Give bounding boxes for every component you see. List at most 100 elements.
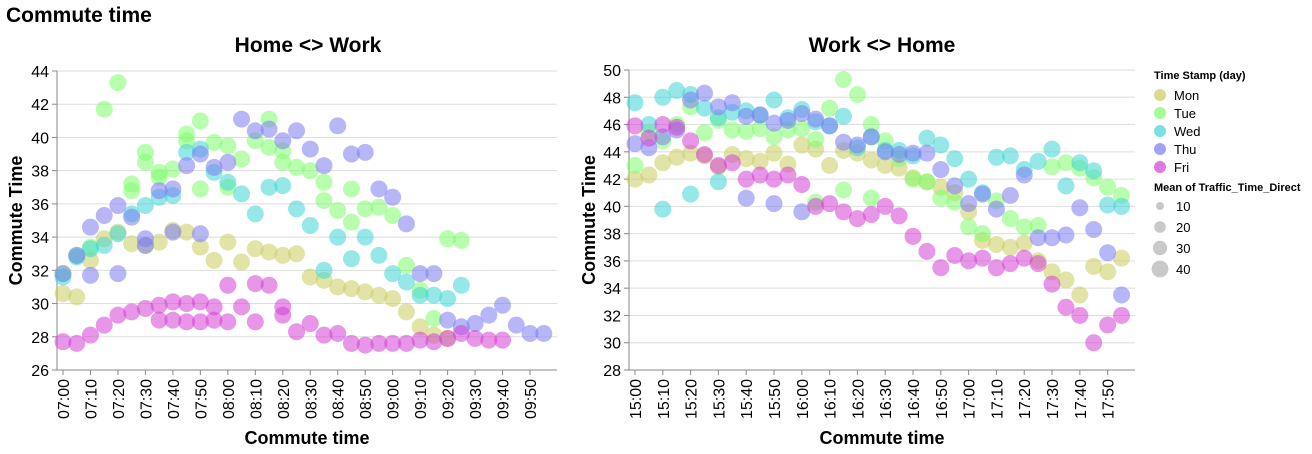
- y-tick-label: 46: [603, 118, 621, 135]
- data-point-fri: [164, 293, 182, 311]
- data-point-fri: [301, 314, 319, 332]
- data-point-thu: [793, 203, 811, 221]
- y-tick-label: 44: [31, 64, 49, 81]
- data-point-thu: [696, 84, 714, 102]
- data-point-tue: [807, 131, 825, 149]
- data-point-thu: [425, 265, 443, 283]
- data-point-wed: [1057, 177, 1075, 195]
- data-point-wed: [835, 107, 853, 125]
- data-point-mon: [150, 233, 168, 251]
- data-point-fri: [260, 276, 278, 294]
- y-tick-label: 40: [603, 199, 621, 216]
- data-point-tue: [425, 310, 443, 328]
- data-point-thu: [397, 215, 415, 233]
- data-point-tue: [723, 121, 741, 139]
- data-point-tue: [356, 200, 374, 218]
- legend-label-mon: Mon: [1174, 88, 1199, 103]
- data-point-tue: [1015, 218, 1033, 236]
- data-point-tue: [793, 120, 811, 138]
- data-point-thu: [960, 195, 978, 213]
- data-point-thu: [466, 314, 484, 332]
- data-point-tue: [370, 198, 388, 216]
- data-point-wed: [1071, 154, 1089, 172]
- data-point-mon: [1015, 234, 1033, 252]
- data-point-fri: [779, 166, 797, 184]
- y-tick-label: 32: [31, 263, 49, 280]
- data-point-mon: [205, 251, 223, 269]
- data-point-tue: [960, 218, 978, 236]
- data-point-wed: [1043, 140, 1061, 158]
- data-point-fri: [1085, 334, 1103, 352]
- data-point-thu: [480, 306, 498, 324]
- data-point-mon: [1043, 263, 1061, 281]
- data-point-fri: [136, 300, 154, 318]
- data-point-wed: [411, 286, 429, 304]
- data-point-tue: [835, 71, 853, 89]
- data-point-thu: [751, 106, 769, 124]
- data-point-thu: [1057, 226, 1075, 244]
- legend-swatch-wed: [1154, 125, 1166, 137]
- data-point-mon: [1071, 286, 1089, 304]
- data-point-wed: [95, 236, 113, 254]
- data-point-mon: [751, 152, 769, 170]
- data-point-thu: [164, 180, 182, 198]
- data-point-mon: [862, 151, 880, 169]
- data-point-tue: [233, 150, 251, 168]
- data-point-fri: [987, 259, 1005, 277]
- data-point-tue: [835, 181, 853, 199]
- x-tick-label: 15:50: [767, 379, 784, 419]
- data-point-thu: [1043, 229, 1061, 247]
- data-point-thu: [439, 311, 457, 329]
- data-point-thu: [723, 94, 741, 112]
- x-tick-label: 17:10: [989, 379, 1006, 419]
- data-point-tue: [821, 99, 839, 117]
- data-point-fri: [737, 170, 755, 188]
- data-point-mon: [1113, 249, 1131, 267]
- legend-swatch-fri: [1154, 161, 1166, 173]
- x-tick-label: 07:50: [193, 379, 210, 419]
- data-point-fri: [974, 249, 992, 267]
- legend-size-swatch: [1154, 221, 1166, 233]
- data-point-mon: [411, 318, 429, 336]
- data-point-mon: [821, 156, 839, 174]
- y-axis-title: Commute Time: [6, 156, 26, 286]
- y-tick-label: 38: [603, 227, 621, 244]
- data-point-thu: [68, 246, 86, 264]
- data-point-thu: [411, 265, 429, 283]
- data-point-fri: [918, 242, 936, 260]
- data-point-fri: [793, 176, 811, 194]
- data-point-wed: [425, 286, 443, 304]
- data-point-fri: [356, 336, 374, 354]
- x-axis-title: Commute time: [819, 428, 944, 448]
- data-point-fri: [246, 313, 264, 331]
- data-point-mon: [356, 283, 374, 301]
- data-point-fri: [946, 246, 964, 264]
- data-point-mon: [1099, 263, 1117, 281]
- legend-size-title: Mean of Traffic_Time_Direct: [1154, 182, 1301, 194]
- legend-label-wed: Wed: [1174, 124, 1201, 139]
- data-point-fri: [480, 331, 498, 349]
- data-point-fri: [1029, 255, 1047, 273]
- data-point-wed: [654, 200, 672, 218]
- data-point-fri: [1015, 249, 1033, 267]
- x-tick-label: 15:10: [656, 379, 673, 419]
- data-point-mon: [640, 166, 658, 184]
- data-point-wed: [1001, 147, 1019, 165]
- data-point-tue: [1043, 158, 1061, 176]
- data-point-mon: [288, 245, 306, 263]
- y-axis-title: Commute Time: [579, 155, 599, 285]
- data-point-fri: [288, 323, 306, 341]
- data-point-thu: [178, 157, 196, 175]
- legend-color-title: Time Stamp (day): [1154, 70, 1246, 82]
- data-point-fri: [178, 295, 196, 313]
- data-point-wed: [260, 178, 278, 196]
- data-point-mon: [191, 238, 209, 256]
- data-point-tue: [219, 137, 237, 155]
- x-tick-label: 07:10: [83, 379, 100, 419]
- data-point-fri: [384, 334, 402, 352]
- data-point-tue: [862, 189, 880, 207]
- data-point-wed: [136, 197, 154, 215]
- data-point-wed: [452, 276, 470, 294]
- data-point-thu: [918, 144, 936, 162]
- data-point-fri: [466, 329, 484, 347]
